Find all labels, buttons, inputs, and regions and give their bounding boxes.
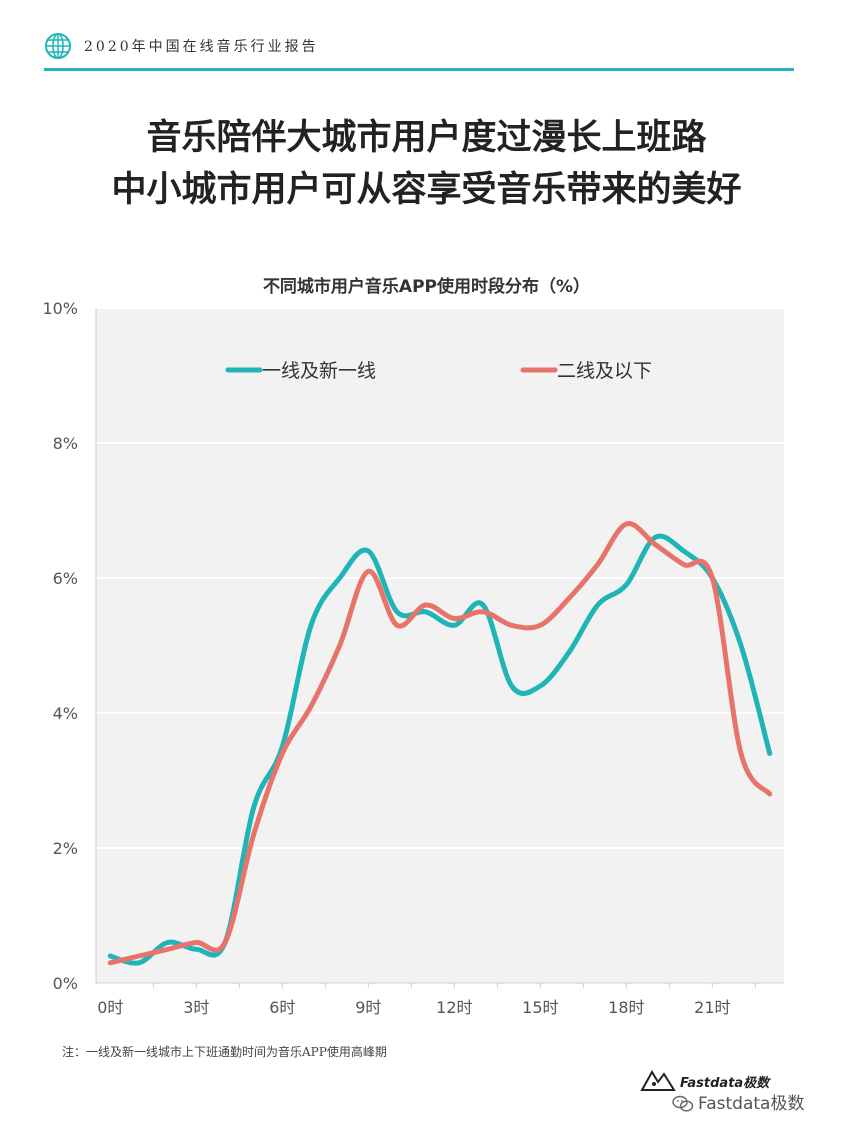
x-tick-label: 0时 [97,998,123,1017]
watermark: Fastdata极数 [672,1089,804,1114]
y-tick-label: 6% [53,569,78,588]
footnote: 注：一线及新一线城市上下班通勤时间为音乐APP使用高峰期 [62,1045,387,1059]
x-tick-label: 9时 [355,998,381,1017]
x-tick-label: 21时 [694,998,730,1017]
wechat-icon [672,1095,694,1112]
headline-line-1: 音乐陪伴大城市用户度过漫长上班路 [146,118,707,158]
report-title: 2020年中国在线音乐行业报告 [84,39,319,55]
legend-label-2: 二线及以下 [557,360,652,382]
chart-title: 不同城市用户音乐APP使用时段分布（%） [262,277,591,297]
y-tick-label: 10% [42,299,78,318]
y-tick-label: 8% [53,434,78,453]
x-tick-label: 6时 [269,998,295,1017]
headline-line-2: 中小城市用户可从容享受音乐带来的美好 [111,170,742,210]
x-tick-label: 3时 [183,998,209,1017]
fastdata-logo-mark [640,1070,676,1091]
y-tick-label: 0% [53,974,78,993]
x-tick-label: 15时 [522,998,558,1017]
series-line-2 [107,521,773,966]
brand-logo-text: Fastdata极数 [680,1076,770,1091]
globe-icon [45,33,71,59]
y-tick-label: 4% [53,704,78,723]
headline: 音乐陪伴大城市用户度过漫长上班路 中小城市用户可从容享受音乐带来的美好 [0,112,853,216]
x-tick-label: 18时 [608,998,644,1017]
line-chart: 0% 2% 4% 6% 8% 10% 0时 3时 6时 9时 12时 15时 18时 21时 一线及新一线 二… [42,299,784,1017]
y-tick-label: 2% [53,839,78,858]
legend-label-1: 一线及新一线 [262,360,376,382]
report-header: 2020年中国在线音乐行业报告 [44,30,794,72]
watermark-text: Fastdata极数 [698,1094,805,1114]
x-tick-label: 12时 [436,998,472,1017]
header-rule [44,68,794,71]
brand-logo: Fastdata极数 [640,1068,800,1092]
plot-area [96,308,784,983]
